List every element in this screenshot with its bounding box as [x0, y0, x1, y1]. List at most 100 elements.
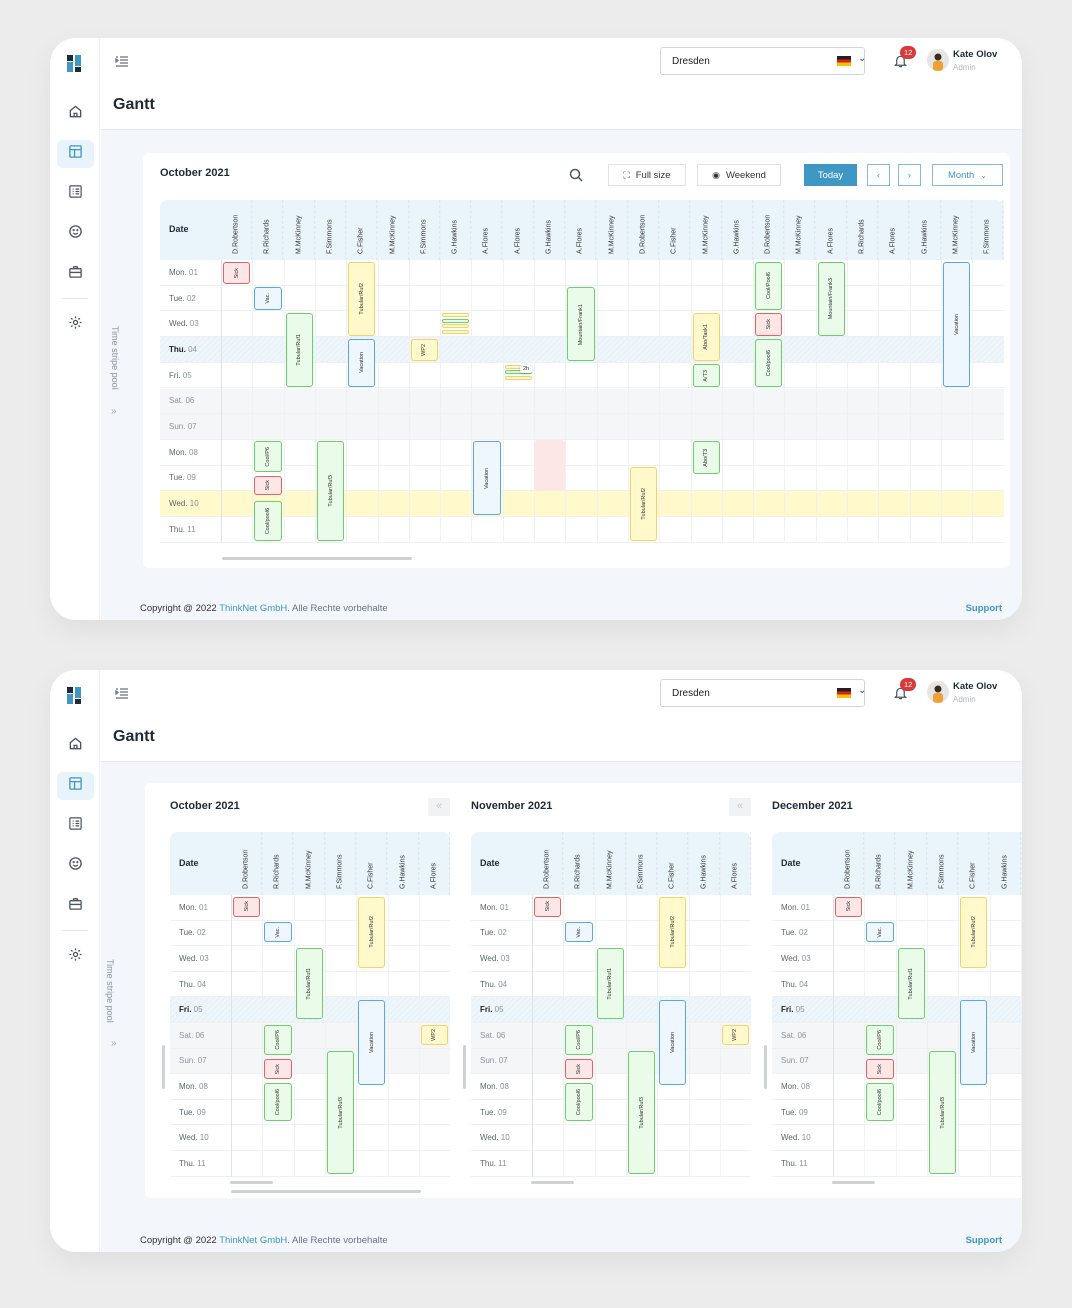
column-header[interactable]: M.McKinney [895, 832, 927, 895]
company-link[interactable]: ThinkNet GmbH. [219, 1235, 290, 1246]
user-name[interactable]: Kate Olov [953, 681, 998, 692]
gantt-bar-sick[interactable]: Sick [223, 261, 251, 285]
today-button[interactable]: Today [804, 164, 857, 186]
sidebar-item-layout[interactable] [57, 140, 94, 168]
gantt-bar-green[interactable]: Cool/P6 [264, 1024, 292, 1055]
horizontal-scrollbar[interactable] [230, 1181, 273, 1184]
gantt-bar-green[interactable]: Mountain/Frank3 [817, 261, 845, 336]
column-header[interactable]: M.McKinney [596, 200, 628, 260]
column-header[interactable]: G.Hawkins [440, 200, 472, 260]
weekend-button[interactable]: ◉ Weekend [697, 164, 781, 186]
column-header[interactable]: F.Simmons [314, 200, 347, 260]
time-stripe-pool-label[interactable]: Time stripe pool [110, 326, 120, 390]
gantt-bar-yellow[interactable]: WP2 [721, 1024, 750, 1045]
sidebar-item-layout[interactable] [57, 772, 94, 800]
column-header[interactable]: F.Simmons [408, 200, 441, 260]
mini-bar-yellow[interactable] [442, 329, 470, 334]
column-header[interactable]: C.Fisher [958, 832, 990, 895]
time-stripe-pool-label[interactable]: Time stripe pool [105, 959, 115, 1023]
gantt-bar-sick[interactable]: Sick [534, 896, 562, 917]
expand-pool-icon[interactable]: » [111, 406, 117, 417]
gantt-bar-vacation[interactable]: Vac. [866, 922, 894, 943]
column-header[interactable]: M.McKinney [283, 200, 315, 260]
gantt-bar-yellow[interactable]: Tubular/Ruf2 [659, 896, 687, 968]
gantt-bar-vacation[interactable]: Vac. [264, 922, 292, 943]
location-select[interactable]: Dresden ⌄ [660, 679, 865, 707]
collapse-month-button[interactable]: « [428, 798, 450, 816]
gantt-bar-vacation[interactable]: Vacation [659, 1000, 687, 1086]
column-header[interactable]: F.Simmons [972, 200, 1004, 260]
view-select[interactable]: Month ⌄ [932, 164, 1003, 186]
column-header[interactable]: M.McKinney [594, 832, 626, 895]
column-header[interactable]: A.Flores [502, 200, 534, 260]
location-select[interactable]: Dresden ⌄ [660, 47, 865, 75]
column-header[interactable]: M.McKinney [690, 200, 722, 260]
column-header[interactable]: F.Simmons [324, 832, 357, 895]
column-header[interactable]: D.Robertson [753, 200, 785, 260]
gantt-bar-sick[interactable]: Sick [835, 896, 863, 917]
column-header[interactable]: M.McKinney [784, 200, 816, 260]
language-flag-icon[interactable] [837, 688, 851, 698]
gantt-bar-vacation[interactable]: Vacation [358, 1000, 386, 1086]
gantt-bar-vacation[interactable]: Vac. [565, 922, 593, 943]
gantt-bar-yellow[interactable]: Tubular/Ruf2 [358, 896, 386, 968]
gantt-bar-sick[interactable]: Sick [565, 1059, 593, 1080]
column-header[interactable]: F.Simmons [625, 832, 658, 895]
column-header[interactable]: A.Flores [815, 200, 847, 260]
horizontal-scrollbar[interactable] [832, 1181, 875, 1184]
column-header[interactable]: A.Flores [719, 832, 751, 895]
support-link[interactable]: Support [965, 603, 1002, 614]
column-header[interactable]: M.McKinney [293, 832, 325, 895]
company-link[interactable]: ThinkNet GmbH. [219, 603, 290, 614]
mini-bar-yellow[interactable] [504, 375, 532, 380]
column-header[interactable]: A.Flores [878, 200, 910, 260]
column-header[interactable]: A.Flores [1020, 832, 1022, 895]
sidebar-item-list[interactable] [57, 180, 94, 208]
prev-button[interactable]: ‹ [867, 164, 890, 186]
column-header[interactable]: D.Robertson [231, 832, 263, 895]
sidebar-item-gear[interactable] [57, 311, 94, 339]
avatar[interactable] [927, 49, 949, 71]
gantt-bar-green[interactable]: Tubular/Ruf3 [326, 1051, 355, 1174]
gantt-bar-green[interactable]: Tubular/Ruf1 [295, 947, 323, 1019]
gantt-bar-green[interactable]: Tubular/Ruf3 [627, 1051, 656, 1174]
language-flag-icon[interactable] [837, 56, 851, 66]
collapse-month-button[interactable]: « [729, 798, 751, 816]
chevron-down-icon[interactable]: ⌄ [858, 53, 867, 64]
gantt-bar-green[interactable]: Mountain/Frank1 [567, 287, 595, 362]
column-header[interactable]: C.Fisher [659, 200, 691, 260]
column-header[interactable]: G.Hawkins [387, 832, 419, 895]
sidebar-item-list[interactable] [57, 812, 94, 840]
vertical-scrollbar[interactable] [463, 1045, 466, 1089]
column-header[interactable]: D.Robertson [532, 832, 564, 895]
app-logo[interactable] [67, 687, 83, 704]
gantt-bar-yellow[interactable]: Tubular/Ruf2 [960, 896, 988, 968]
gantt-bar-sick[interactable]: Sick [254, 476, 282, 495]
gantt-bar-yellow[interactable]: WP2 [410, 338, 439, 362]
gantt-bar-sick[interactable]: Sick [264, 1059, 292, 1080]
sidebar-item-home[interactable] [57, 732, 94, 760]
gantt-bar-green[interactable]: Cool/pool6 [866, 1083, 894, 1122]
horizontal-scrollbar[interactable] [222, 557, 412, 560]
expand-pool-icon[interactable]: » [111, 1038, 117, 1049]
column-header[interactable]: D.Robertson [833, 832, 865, 895]
column-header[interactable]: G.Hawkins [909, 200, 941, 260]
vertical-scrollbar[interactable] [162, 1045, 165, 1089]
sidebar-item-case[interactable] [57, 892, 94, 920]
column-header[interactable]: C.Fisher [657, 832, 689, 895]
gantt-bar-green[interactable]: Cool/pool6 [254, 500, 282, 542]
gantt-bar-green[interactable]: Cool/Pool6 [755, 261, 783, 310]
gantt-bar-green[interactable]: Cool/P6 [254, 441, 282, 472]
gantt-bar-green[interactable]: Cool/pool6 [264, 1083, 292, 1122]
support-link[interactable]: Support [965, 1235, 1002, 1246]
gantt-bar-vacation[interactable]: Vacation [960, 1000, 988, 1086]
gantt-bar-yellow[interactable]: WP2 [420, 1024, 449, 1045]
column-header[interactable]: G.Hawkins [534, 200, 566, 260]
app-logo[interactable] [67, 55, 83, 72]
column-header[interactable]: R.Richards [563, 832, 595, 895]
column-header[interactable]: G.Hawkins [989, 832, 1021, 895]
vertical-scrollbar[interactable] [764, 1045, 767, 1089]
sidebar-item-home[interactable] [57, 100, 94, 128]
full-size-button[interactable]: ⛶ Full size [608, 164, 686, 186]
gantt-bar-green[interactable]: Abo/T3 [692, 441, 720, 475]
